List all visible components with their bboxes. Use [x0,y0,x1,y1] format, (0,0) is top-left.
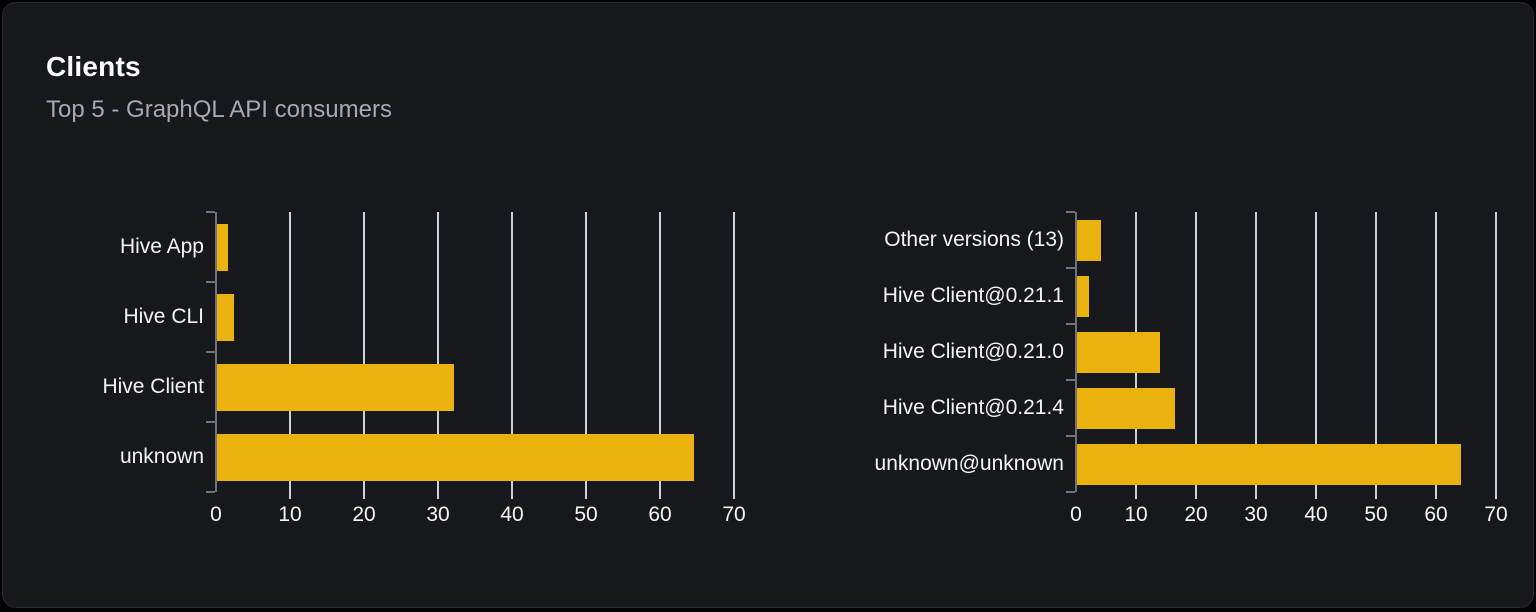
category-label: unknown [119,445,204,468]
category-label: Hive App [119,235,204,258]
card-header: Clients Top 5 - GraphQL API consumers [46,51,392,124]
x-axis-tick [289,492,291,499]
y-axis-tick [206,421,215,423]
page-title: Clients [46,51,141,82]
gridline [437,212,439,492]
y-axis-line [215,212,217,492]
gridline [1195,212,1197,492]
category-label: Hive CLI [123,305,204,328]
gridline [511,212,513,492]
y-axis-tick [1066,211,1075,213]
x-axis-tick-label: 0 [210,503,222,526]
y-axis-tick [1066,435,1075,437]
bar-hive-app[interactable] [217,223,229,271]
x-axis-tick [363,492,365,499]
x-axis-tick-label: 60 [648,503,672,526]
x-axis-tick-label: 50 [574,503,598,526]
x-axis-tick [1435,492,1437,499]
x-axis-tick [437,492,439,499]
bar-hive-cli[interactable] [217,293,235,341]
x-axis-tick-label: 0 [1070,503,1082,526]
gridline [289,212,291,492]
x-axis-tick-label: 30 [426,503,450,526]
x-axis-tick-label: 10 [278,503,302,526]
x-axis-tick-label: 40 [500,503,524,526]
x-axis-tick-label: 70 [1484,503,1508,526]
x-axis-tick-label: 10 [1124,503,1148,526]
x-axis-tick [733,492,735,499]
category-label: unknown@unknown [874,452,1064,475]
gridline [1375,212,1377,492]
gridline [1255,212,1257,492]
x-axis-tick-label: 20 [352,503,376,526]
x-axis-tick [1315,492,1317,499]
y-axis-tick [206,211,215,213]
clients-by-name-chart: 0 10 20 30 40 50 60 70 Hive App Hive CLI Hive Clie… [102,211,751,526]
category-label: Hive Client@0.21.4 [882,396,1064,419]
y-axis-tick [1066,323,1075,325]
x-axis-tick [1495,492,1497,499]
x-axis-tick-label: 40 [1304,503,1328,526]
x-axis-tick [511,492,513,499]
x-axis-tick-label: 50 [1364,503,1388,526]
bar-unknown[interactable] [217,433,695,481]
bar-hive-client-0-21-4[interactable] [1077,387,1176,429]
y-axis-tick [1066,491,1075,493]
bar-hive-client-0-21-1[interactable] [1077,275,1089,317]
x-axis-tick [585,492,587,499]
bar-hive-client[interactable] [217,363,454,411]
bar-other-versions-13-[interactable] [1077,219,1101,261]
y-axis-tick [1066,267,1075,269]
gridline [659,212,661,492]
x-axis-tick-label: 20 [1184,503,1208,526]
y-axis-tick [206,281,215,283]
bar-hive-client-0-21-0[interactable] [1077,331,1160,373]
category-label: Hive Client [102,375,204,398]
page-subtitle: Top 5 - GraphQL API consumers [46,96,392,123]
gridline [363,212,365,492]
gridline [1315,212,1317,492]
category-label: Hive Client@0.21.0 [882,340,1064,363]
gridline [733,212,735,492]
x-axis-tick [1255,492,1257,499]
x-axis-tick [1195,492,1197,499]
gridline [1435,212,1437,492]
x-axis-tick [659,492,661,499]
x-axis-tick-label: 60 [1424,503,1448,526]
y-axis-tick [206,491,215,493]
category-label: Hive Client@0.21.1 [882,284,1064,307]
x-axis-tick [1375,492,1377,499]
bar-unknown-unknown[interactable] [1077,443,1461,485]
gridline [585,212,587,492]
y-axis-tick [1066,379,1075,381]
clients-by-version-chart: 0 10 20 30 40 50 60 70 Other versions (13) Hive C… [875,211,1508,526]
y-axis-tick [206,351,215,353]
gridline [1495,212,1497,492]
x-axis-tick [1135,492,1137,499]
y-axis-line [1075,212,1077,492]
x-axis-tick-label: 70 [722,503,746,526]
x-axis-tick-label: 30 [1244,503,1268,526]
category-label: Other versions (13) [884,228,1064,251]
